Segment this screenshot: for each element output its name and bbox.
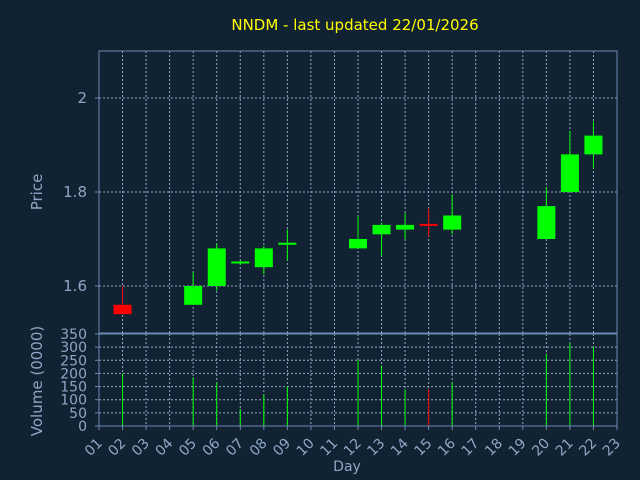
candle-body bbox=[372, 224, 391, 235]
price-y-tick-label: 1.6 bbox=[63, 277, 87, 295]
candle bbox=[584, 121, 603, 169]
candle bbox=[207, 243, 226, 291]
candle-body bbox=[349, 239, 367, 249]
volume-y-tick-label: 300 bbox=[60, 340, 87, 356]
volume-y-tick-label: 200 bbox=[60, 366, 87, 382]
candles bbox=[113, 121, 603, 315]
candle bbox=[372, 222, 391, 256]
volume-y-tick-label: 0 bbox=[78, 419, 87, 435]
candle bbox=[231, 260, 250, 265]
price-y-axis: 1.6 1.8 2 bbox=[63, 89, 99, 295]
candle bbox=[278, 229, 297, 261]
volume-y-tick-label: 250 bbox=[60, 353, 87, 369]
volume-axis-label: Volume (0000) bbox=[28, 326, 46, 436]
candle bbox=[113, 286, 132, 315]
volume-y-tick-label: 50 bbox=[69, 406, 87, 422]
candle-body bbox=[207, 248, 226, 286]
candle-body bbox=[254, 248, 273, 268]
candle bbox=[560, 130, 579, 192]
volume-bars bbox=[122, 343, 594, 426]
candle-body bbox=[184, 286, 203, 305]
candle-body bbox=[113, 304, 132, 315]
candle-body bbox=[584, 135, 603, 155]
candle bbox=[184, 271, 203, 305]
x-axis-label: Day bbox=[333, 459, 361, 475]
candle-body bbox=[560, 154, 579, 192]
candle bbox=[254, 246, 273, 275]
volume-y-tick-label: 350 bbox=[60, 327, 87, 343]
price-y-tick-label: 2 bbox=[77, 89, 87, 107]
candle-body bbox=[396, 224, 415, 230]
price-axis-label: Price bbox=[28, 174, 46, 211]
candle bbox=[349, 215, 367, 249]
candle-body bbox=[537, 206, 556, 239]
price-y-tick-label: 1.8 bbox=[63, 183, 87, 201]
chart-title: NNDM - last updated 22/01/2026 bbox=[231, 16, 478, 34]
candle-body bbox=[443, 215, 462, 230]
volume-y-tick-label: 100 bbox=[60, 393, 87, 409]
candle bbox=[396, 213, 415, 239]
candle bbox=[419, 208, 438, 237]
candle bbox=[537, 187, 556, 239]
candle bbox=[443, 194, 462, 235]
volume-y-tick-label: 150 bbox=[60, 380, 87, 396]
